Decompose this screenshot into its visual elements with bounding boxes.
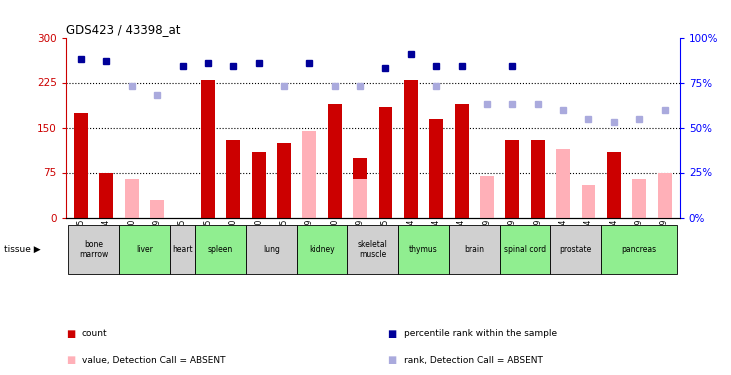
Text: tissue ▶: tissue ▶ <box>4 245 40 254</box>
Text: ■: ■ <box>66 355 75 365</box>
Bar <box>347 225 398 274</box>
Text: kidney: kidney <box>309 245 335 254</box>
Bar <box>246 225 297 274</box>
Bar <box>658 172 672 217</box>
Bar <box>227 140 240 218</box>
Bar <box>327 104 341 218</box>
Text: ■: ■ <box>66 329 75 339</box>
Text: heart: heart <box>173 245 193 254</box>
Bar <box>353 178 367 218</box>
Bar <box>251 152 265 217</box>
Bar <box>556 148 570 217</box>
Bar <box>277 142 291 218</box>
Text: thymus: thymus <box>409 245 438 254</box>
Text: count: count <box>82 329 107 338</box>
Bar <box>632 178 646 218</box>
Bar <box>201 80 215 218</box>
Bar <box>480 176 494 217</box>
Bar <box>505 140 519 218</box>
Text: pancreas: pancreas <box>621 245 656 254</box>
Text: value, Detection Call = ABSENT: value, Detection Call = ABSENT <box>82 356 225 364</box>
Bar <box>125 178 139 218</box>
Text: spinal cord: spinal cord <box>504 245 546 254</box>
Text: rank, Detection Call = ABSENT: rank, Detection Call = ABSENT <box>404 356 542 364</box>
Bar <box>550 225 601 274</box>
Bar <box>455 104 469 218</box>
Bar <box>449 225 500 274</box>
Bar <box>581 184 596 218</box>
Bar <box>74 112 88 218</box>
Text: skeletal
muscle: skeletal muscle <box>358 240 387 259</box>
Bar <box>607 152 621 217</box>
Bar <box>297 225 347 274</box>
Text: spleen: spleen <box>208 245 233 254</box>
Text: bone
marrow: bone marrow <box>79 240 108 259</box>
Bar <box>195 225 246 274</box>
Bar <box>429 118 443 218</box>
Text: lung: lung <box>263 245 280 254</box>
Bar <box>99 172 113 217</box>
Bar <box>119 225 170 274</box>
Text: brain: brain <box>464 245 485 254</box>
Bar <box>170 225 195 274</box>
Text: prostate: prostate <box>560 245 592 254</box>
Bar <box>500 225 550 274</box>
Bar <box>68 225 119 274</box>
Text: GDS423 / 43398_at: GDS423 / 43398_at <box>66 23 181 36</box>
Text: ■: ■ <box>387 355 397 365</box>
Bar <box>353 158 367 218</box>
Bar <box>379 106 393 218</box>
Text: liver: liver <box>136 245 153 254</box>
Bar <box>398 225 449 274</box>
Text: ■: ■ <box>387 329 397 339</box>
Bar <box>601 225 678 274</box>
Bar <box>303 130 317 218</box>
Bar <box>404 80 418 218</box>
Text: percentile rank within the sample: percentile rank within the sample <box>404 329 556 338</box>
Bar <box>150 200 164 217</box>
Bar <box>531 140 545 218</box>
